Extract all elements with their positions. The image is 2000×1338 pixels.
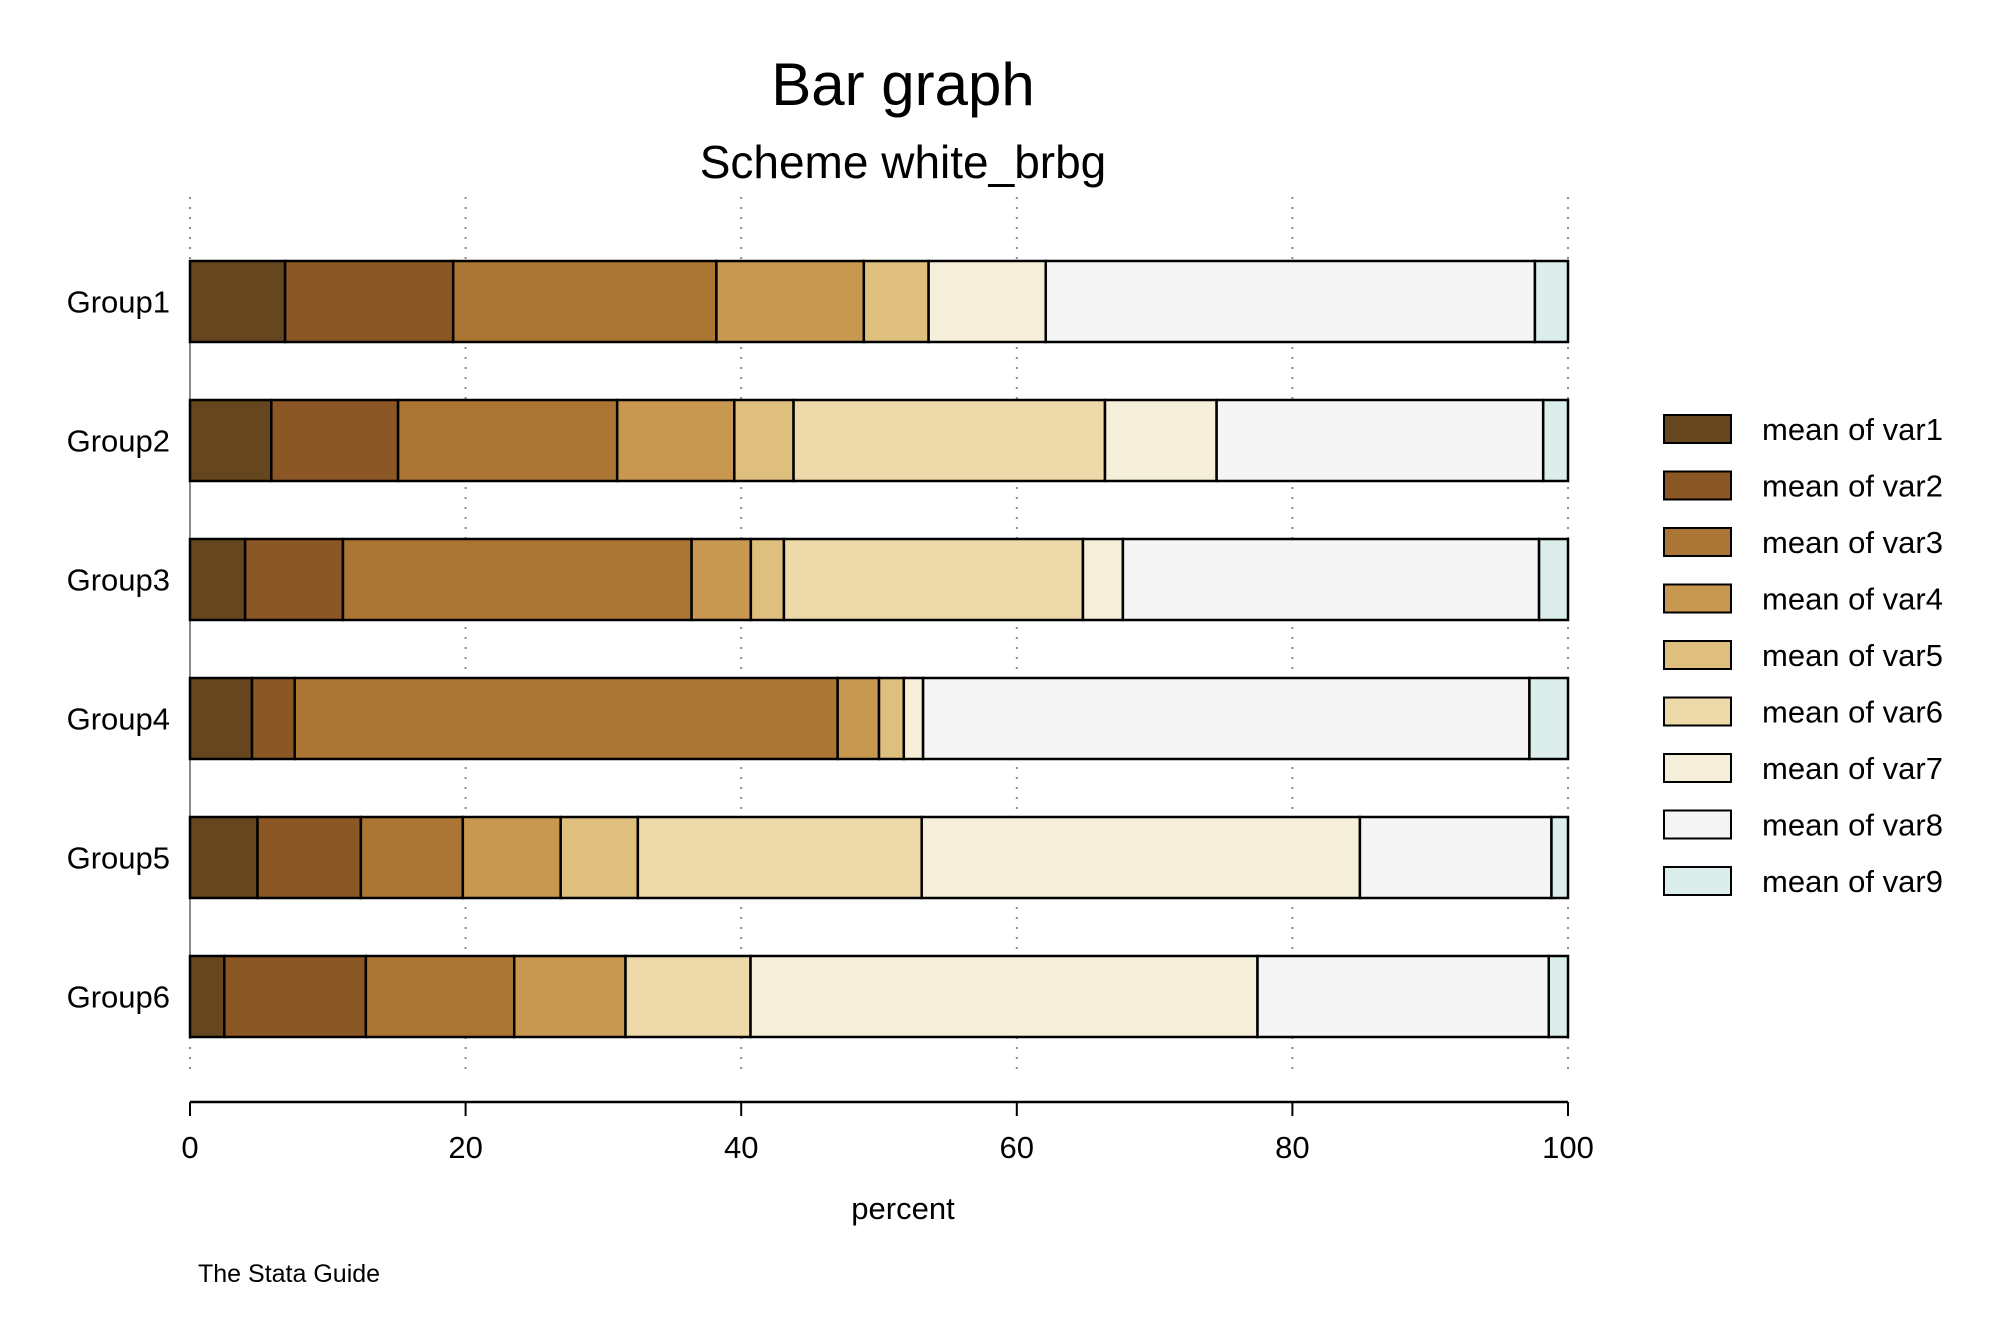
bar-segment-group4-var8 <box>921 676 1531 761</box>
x-tick-label: 40 <box>724 1130 758 1165</box>
bar-segment-group6-var6 <box>624 954 752 1039</box>
bar-segment-group1-var2 <box>283 259 455 344</box>
chart-title: Bar graph <box>771 51 1035 118</box>
bar-segment-group6-var1 <box>188 954 226 1039</box>
bar-segment-group3-var1 <box>188 537 247 622</box>
legend-swatch <box>1663 470 1732 501</box>
legend-label: mean of var2 <box>1762 469 1943 504</box>
bar-segment-group5-var6 <box>636 815 923 900</box>
bar-segment-group6-var7 <box>749 954 1259 1039</box>
bar-segment-group5-var1 <box>188 815 259 900</box>
category-label: Group2 <box>67 424 170 459</box>
bar-segment-group1-var7 <box>927 259 1047 344</box>
category-label: Group3 <box>67 563 170 598</box>
bar-segment-group3-var5 <box>749 537 786 622</box>
legend-label: mean of var5 <box>1762 638 1943 673</box>
x-tick-label: 60 <box>1000 1130 1034 1165</box>
bar-segment-group3-var7 <box>1081 537 1125 622</box>
bar-segment-group3-var3 <box>341 537 693 622</box>
bar-segment-group6-var9 <box>1547 954 1570 1039</box>
bar-segment-group4-var2 <box>250 676 296 761</box>
legend-swatch <box>1663 866 1732 896</box>
bar-segment-group5-var8 <box>1358 815 1553 900</box>
legend-swatch <box>1663 809 1732 840</box>
bar-segment-group4-var4 <box>836 676 881 761</box>
legend-label: mean of var9 <box>1762 864 1943 899</box>
bar-segment-group1-var5 <box>862 259 930 344</box>
chart-note: The Stata Guide <box>198 1260 380 1288</box>
category-label: Group6 <box>67 980 170 1015</box>
bar-segment-group2-var2 <box>270 398 400 483</box>
x-tick-label: 20 <box>448 1130 482 1165</box>
bar-segment-group2-var8 <box>1215 398 1545 483</box>
bar-segment-group3-var6 <box>782 537 1085 622</box>
bar-segment-group3-var9 <box>1537 537 1570 622</box>
bar-segment-group1-var8 <box>1044 259 1537 344</box>
bar-segment-group5-var7 <box>920 815 1362 900</box>
bar-segment-group6-var2 <box>223 954 368 1039</box>
bar-segment-group1-var9 <box>1533 259 1570 344</box>
x-tick-label: 0 <box>181 1130 198 1165</box>
legend-swatch <box>1663 414 1732 444</box>
bar-segment-group1-var3 <box>451 259 718 344</box>
category-label: Group1 <box>67 285 170 320</box>
bar-segment-group4-var3 <box>293 676 839 761</box>
chart-subtitle: Scheme white_brbg <box>700 136 1107 188</box>
bar-segment-group4-var9 <box>1528 676 1570 761</box>
bar-segment-group3-var4 <box>690 537 753 622</box>
category-labels: Group1 Group2 Group3 Group4 Group5 Group6 <box>67 285 170 1015</box>
legend-label: mean of var4 <box>1762 582 1943 617</box>
bars <box>188 259 1570 1039</box>
x-axis-title: percent <box>851 1191 955 1226</box>
bar-segment-group5-var4 <box>461 815 562 900</box>
bar-segment-group3-var2 <box>243 537 345 622</box>
legend-label: mean of var6 <box>1762 695 1943 730</box>
x-tick-label: 100 <box>1542 1130 1594 1165</box>
bar-segment-group6-var8 <box>1256 954 1551 1039</box>
x-tick-label: 80 <box>1275 1130 1309 1165</box>
legend: mean of var1 mean of var2 mean of var3 mean… <box>1663 412 1943 899</box>
bar-segment-group2-var1 <box>188 398 273 483</box>
bar-segment-group2-var4 <box>615 398 736 483</box>
legend-swatch <box>1663 696 1732 727</box>
legend-swatch <box>1663 527 1732 557</box>
bar-segment-group2-var6 <box>792 398 1107 483</box>
bar-segment-group1-var1 <box>188 259 287 344</box>
bar-segment-group2-var7 <box>1103 398 1218 483</box>
x-axis: 0 20 40 60 80 100 <box>181 1100 1594 1165</box>
bar-segment-group3-var8 <box>1121 537 1541 622</box>
legend-label: mean of var3 <box>1762 525 1943 560</box>
category-label: Group4 <box>67 702 170 737</box>
legend-swatch <box>1663 583 1732 614</box>
legend-swatch <box>1663 640 1732 670</box>
bar-segment-group5-var2 <box>256 815 363 900</box>
bar-segment-group6-var4 <box>512 954 627 1039</box>
bar-segment-group4-var5 <box>877 676 906 761</box>
bar-segment-group4-var1 <box>188 676 254 761</box>
bar-segment-group2-var3 <box>396 398 619 483</box>
bar-segment-group5-var3 <box>359 815 465 900</box>
category-label: Group5 <box>67 841 170 876</box>
bar-segment-group4-var7 <box>902 676 925 761</box>
bar-segment-group2-var9 <box>1541 398 1570 483</box>
bar-segment-group6-var3 <box>364 954 516 1039</box>
legend-swatch <box>1663 753 1732 783</box>
bar-segment-group5-var9 <box>1550 815 1570 900</box>
bar-segment-group5-var5 <box>559 815 640 900</box>
legend-label: mean of var8 <box>1762 808 1943 843</box>
legend-label: mean of var7 <box>1762 751 1943 786</box>
bar-segment-group2-var5 <box>733 398 795 483</box>
bar-segment-group1-var4 <box>715 259 866 344</box>
legend-label: mean of var1 <box>1762 412 1943 447</box>
